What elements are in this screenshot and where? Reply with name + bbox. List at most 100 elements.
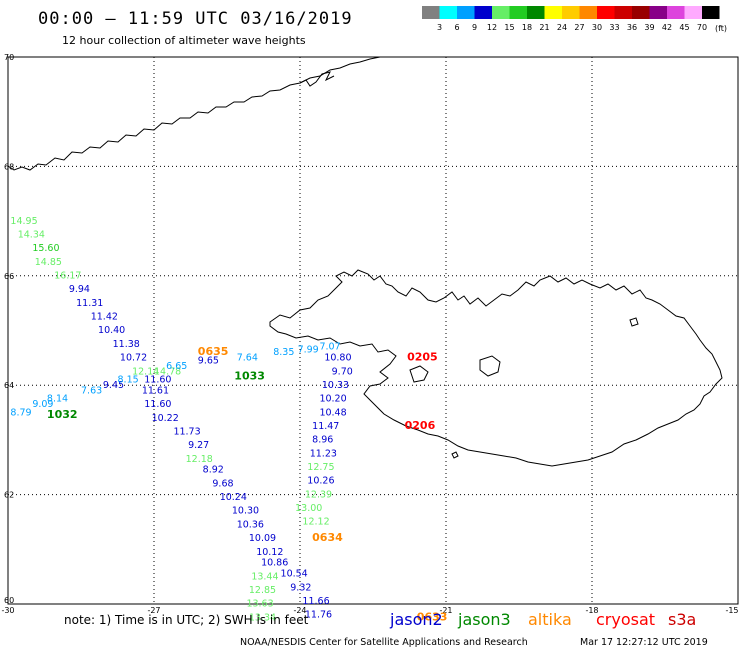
legend-unit-label: (ft) — [715, 24, 727, 33]
swh-value-label: 11.38 — [113, 339, 140, 350]
satellite-legend-cryosat: cryosat — [596, 610, 655, 629]
legend-tick-label: 42 — [662, 23, 672, 32]
swh-value-label: 9.45 — [103, 380, 124, 391]
swh-value-label: 14.78 — [154, 366, 181, 377]
pass-time-label: 0634 — [312, 531, 343, 544]
legend-tick-label: 15 — [504, 23, 514, 32]
latitude-tick-label: 66 — [4, 272, 14, 281]
iceland-fjord — [409, 365, 429, 383]
swh-value-label: 11.73 — [173, 426, 200, 437]
swh-value-label: 11.76 — [305, 610, 332, 621]
footer-timestamp: Mar 17 12:27:12 UTC 2019 — [580, 637, 708, 648]
swh-value-label: 9.32 — [290, 582, 311, 593]
swh-value-label: 7.63 — [81, 385, 102, 396]
swh-value-label: 10.33 — [322, 380, 349, 391]
swh-value-label: 13.63 — [246, 599, 273, 610]
pass-time-labels: 0635 1033 1032 0205 0206 0634 0633 — [47, 345, 447, 623]
swh-value-label: 12.12 — [302, 517, 329, 528]
swh-value-label: 12.39 — [305, 489, 332, 500]
legend-swatch — [457, 6, 475, 19]
legend-swatch — [527, 6, 545, 19]
swh-value-label: 11.42 — [91, 312, 118, 323]
swh-value-label: 14.95 — [10, 216, 37, 227]
greenland-coastline — [7, 56, 381, 171]
swh-value-label: 12.85 — [249, 585, 276, 596]
swh-value-label: 10.30 — [232, 506, 259, 517]
iceland-coastline — [269, 269, 723, 467]
longitude-tick-label: -24 — [293, 606, 306, 615]
swh-value-label: 11.47 — [312, 421, 339, 432]
swh-value-label: 9.94 — [69, 284, 90, 295]
swh-value-label: 8.15 — [118, 374, 139, 385]
latitude-tick-label: 62 — [4, 491, 14, 500]
pass-time-label: 1033 — [234, 370, 265, 383]
legend-swatch — [544, 6, 562, 19]
swh-value-label: 12.18 — [186, 454, 213, 465]
swh-value-label: 8.92 — [203, 465, 224, 476]
longitude-tick-label: -15 — [725, 606, 738, 615]
longitude-tick-label: -27 — [147, 606, 160, 615]
longitude-tick-label: -21 — [439, 606, 452, 615]
swh-value-label: 10.40 — [98, 325, 125, 336]
satellite-legend-jason2: jason2 — [389, 610, 443, 629]
legend-tick-label: 6 — [454, 23, 459, 32]
legend-swatch — [562, 6, 580, 19]
legend-swatch — [614, 6, 632, 19]
swh-value-label: 14.34 — [18, 230, 45, 241]
satellite-legend: jason2 jason3 altika cryosat s3a — [389, 610, 696, 629]
legend-tick-label: 12 — [487, 23, 497, 32]
pass-time-label: 0635 — [198, 345, 229, 358]
swh-value-label: 8.96 — [312, 435, 333, 446]
swh-value-label: 9.27 — [188, 440, 209, 451]
swh-value-label: 8.79 — [10, 407, 31, 418]
legend-swatch — [702, 6, 720, 19]
legend-tick-label: 30 — [592, 23, 602, 32]
swh-value-label: 9.70 — [332, 366, 353, 377]
swh-value-label: 12.75 — [307, 462, 334, 473]
swh-value-label: 10.20 — [319, 394, 346, 405]
swh-value-label: 8.35 — [273, 347, 294, 358]
iceland-island — [629, 317, 639, 327]
legend-swatch — [474, 6, 492, 19]
swh-value-label: 10.09 — [249, 533, 276, 544]
pass-time-label: 1032 — [47, 408, 78, 421]
legend-swatch — [509, 6, 527, 19]
swh-value-label: 7.64 — [237, 353, 258, 364]
swh-value-label: 10.72 — [120, 353, 147, 364]
swh-value-label: 11.60 — [144, 374, 171, 385]
legend-swatch — [632, 6, 650, 19]
pass-time-label: 0205 — [407, 351, 438, 364]
swh-value-label: 11.66 — [302, 596, 329, 607]
swh-value-label: 10.48 — [319, 407, 346, 418]
legend-tick-label: 18 — [522, 23, 532, 32]
latitude-tick-label: 70 — [4, 53, 14, 62]
swh-value-label: 9.68 — [212, 478, 233, 489]
observation-labels: 14.95 14.34 15.60 14.85 16.17 9.94 11.31 11.42 1… — [10, 216, 352, 624]
swh-value-label: 10.36 — [237, 519, 264, 530]
swh-value-label: 10.54 — [281, 569, 308, 580]
swh-value-label: 10.26 — [307, 476, 334, 487]
satellite-legend-altika: altika — [528, 610, 572, 629]
legend-tick-label: 21 — [539, 23, 549, 32]
swh-value-label: 13.44 — [251, 571, 278, 582]
legend-swatch — [684, 6, 702, 19]
legend-tick-label: 24 — [557, 23, 567, 32]
swh-value-label: 11.61 — [142, 385, 169, 396]
pass-time-label: 0633 — [417, 610, 448, 623]
iceland-lake — [479, 355, 501, 377]
swh-value-label: 7.99 — [298, 344, 319, 355]
swh-value-label: 10.12 — [256, 547, 283, 558]
swh-value-label: 12.14 — [132, 366, 159, 377]
footer-credit: NOAA/NESDIS Center for Satellite Applica… — [240, 637, 528, 648]
swh-value-label: 10.86 — [261, 558, 288, 569]
swh-value-label: 10.22 — [152, 413, 179, 424]
swh-value-label: 10.24 — [220, 492, 247, 503]
footer-note: note: 1) Time is in UTC; 2) SWH is in fe… — [64, 613, 309, 627]
legend-tick-label: 3 — [437, 23, 442, 32]
latitude-tick-label: 64 — [4, 381, 14, 390]
swh-value-label: 6.65 — [166, 361, 187, 372]
swh-value-label: 9.09 — [32, 399, 53, 410]
